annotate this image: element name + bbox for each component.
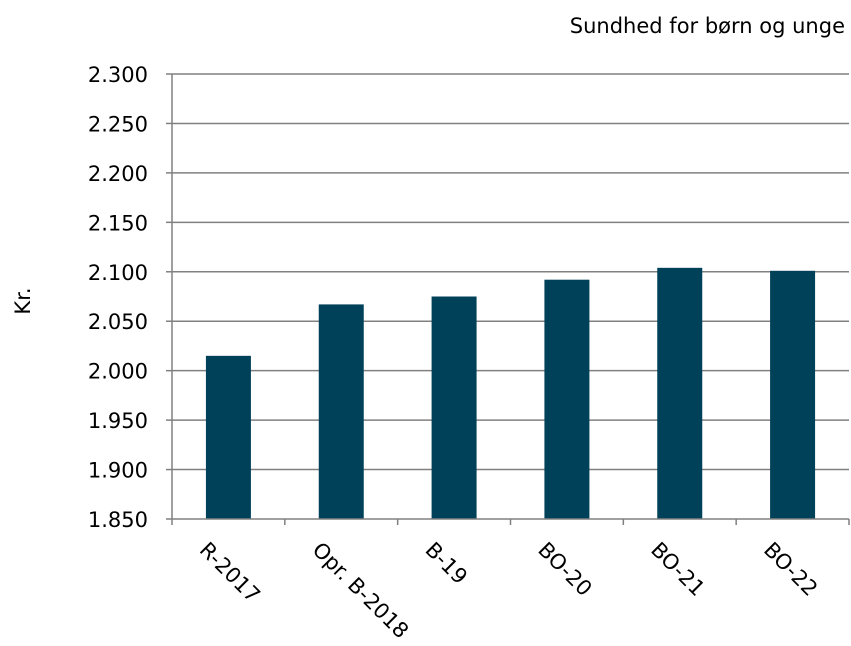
y-axis-label: Kr. bbox=[11, 287, 35, 314]
axes bbox=[166, 73, 850, 525]
x-tick-label: BO-21 bbox=[646, 538, 709, 601]
x-tick-label: Opr. B-2018 bbox=[308, 538, 414, 644]
y-tick-label: 2.200 bbox=[88, 162, 148, 186]
x-tick-label: BO-20 bbox=[533, 538, 596, 601]
y-tick-label: 2.000 bbox=[88, 360, 148, 384]
bar bbox=[318, 304, 364, 519]
y-tick-labels: 1.850 1.900 1.950 2.000 2.050 2.100 2.150 2.200… bbox=[88, 63, 148, 532]
x-tick-label: R-2017 bbox=[195, 538, 265, 608]
y-tick-label: 1.900 bbox=[88, 459, 148, 483]
bar bbox=[205, 355, 251, 519]
y-tick-label: 2.050 bbox=[88, 310, 148, 334]
bars bbox=[205, 267, 816, 519]
chart-title: Sundhed for børn og unge bbox=[570, 14, 845, 38]
y-tick-label: 2.100 bbox=[88, 261, 148, 285]
gridlines bbox=[172, 73, 849, 471]
bar bbox=[657, 267, 703, 519]
x-tick-labels: R-2017 Opr. B-2018 B-19 BO-20 BO-21 BO-22 bbox=[195, 538, 822, 644]
bar bbox=[431, 296, 477, 519]
y-tick-label: 1.950 bbox=[88, 409, 148, 433]
bar bbox=[770, 270, 816, 519]
bar bbox=[544, 279, 590, 519]
y-tick-label: 2.150 bbox=[88, 211, 148, 235]
x-tick-label: B-19 bbox=[421, 538, 472, 589]
y-tick-label: 1.850 bbox=[88, 508, 148, 532]
x-tick-label: BO-22 bbox=[759, 538, 822, 601]
y-tick-label: 2.300 bbox=[88, 63, 148, 87]
y-tick-label: 2.250 bbox=[88, 112, 148, 136]
